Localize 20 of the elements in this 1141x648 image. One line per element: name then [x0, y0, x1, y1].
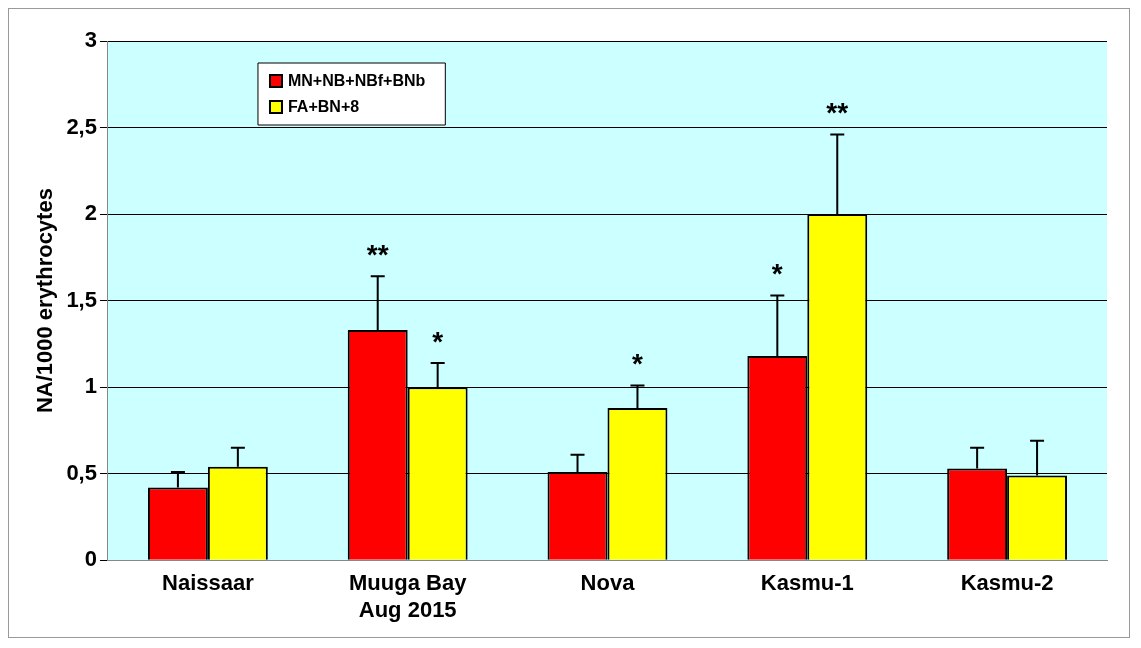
annotation: *	[432, 325, 444, 357]
annotation: **	[366, 239, 389, 271]
y-tick-label: 0,5	[66, 459, 97, 485]
x-tick-label: Kasmu-2	[960, 570, 1054, 596]
x-tick-label: Naissaar	[162, 570, 255, 596]
y-tick-label: 1,5	[66, 286, 97, 312]
annotation: *	[771, 258, 783, 290]
x-tick-label: Kasmu-1	[760, 570, 854, 596]
legend-label: FA+BN+8	[287, 98, 360, 116]
y-tick-label: 1	[84, 373, 97, 399]
x-tick-label: Muuga Bay Aug 2015	[349, 570, 468, 622]
y-tick-label: 3	[84, 27, 97, 53]
annotation: **	[826, 97, 849, 129]
legend-label: MN+NB+NBf+BNb	[287, 72, 426, 90]
y-tick-label: 2,5	[66, 113, 97, 139]
y-axis-title: NA/1000 erythrocytes	[32, 188, 58, 414]
annotation: *	[632, 348, 644, 380]
y-tick-label: 0	[84, 546, 97, 572]
y-tick-label: 2	[84, 200, 97, 226]
x-tick-label: Nova	[580, 570, 636, 596]
